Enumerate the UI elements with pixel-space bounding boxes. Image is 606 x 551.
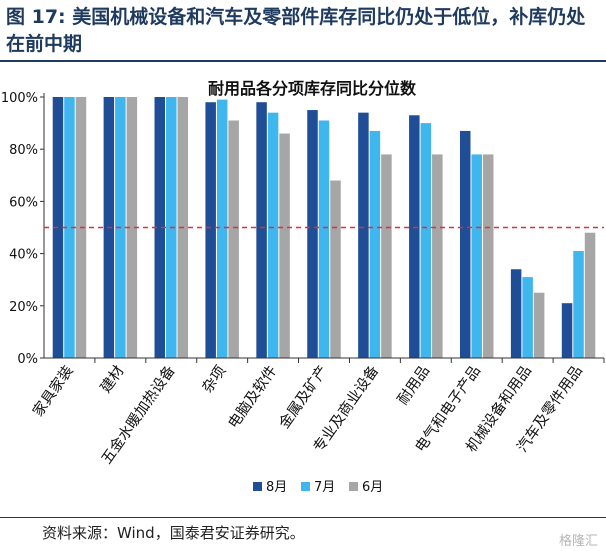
bar [126, 97, 138, 358]
bar [358, 112, 369, 358]
bar [318, 120, 330, 358]
bar [154, 97, 166, 358]
bar [205, 102, 216, 358]
bar [369, 130, 381, 358]
x-tick-label: 金属及矿产 [276, 363, 332, 432]
bottom-divider [0, 517, 606, 518]
y-tick-label: 60% [9, 195, 38, 210]
legend-swatch [301, 482, 310, 491]
x-tick-label: 家具家装 [30, 363, 77, 420]
y-axis: 0% 20% 40% 60% 80% 100% [1, 91, 45, 367]
legend-swatch [349, 482, 358, 491]
bar [381, 154, 392, 358]
y-tick-label: 0% [17, 352, 38, 367]
bar [279, 133, 290, 358]
y-tick-label: 20% [9, 300, 38, 315]
bar [432, 154, 443, 358]
legend-label: 6月 [362, 480, 383, 495]
figure-title: 图 17: 美国机械设备和汽车及零部件库存同比仍处于低位，补库仍处在前中期 [6, 6, 586, 55]
bar [267, 112, 279, 358]
bar [471, 154, 482, 358]
bar [330, 180, 341, 358]
bar [522, 277, 533, 358]
y-tick-label: 40% [9, 248, 38, 263]
x-tick-label: 耐用品 [394, 363, 433, 408]
bar [561, 303, 573, 358]
bar [573, 250, 584, 358]
bar [510, 269, 522, 358]
legend-label: 7月 [314, 480, 335, 495]
source-note: 资料来源：Wind，国泰君安证券研究。 [42, 524, 305, 542]
bar-chart: 耐用品各分项库存同比分位数 0% 20% 40% 60% 80% 100% 家具家装 建材五… [1, 79, 605, 495]
bar [64, 97, 75, 358]
legend-swatch [253, 482, 262, 491]
bar [459, 130, 471, 358]
legend: 8月 7月 6月 [253, 480, 383, 495]
bar [228, 120, 239, 358]
x-tick-label: 建材 [97, 363, 128, 397]
x-tick-label: 电脑及软件 [225, 363, 281, 432]
y-tick-label: 80% [9, 143, 38, 158]
x-tick-label: 杂项 [199, 363, 230, 397]
bar [533, 292, 545, 358]
watermark: 格隆汇 [558, 534, 598, 549]
bar [307, 110, 318, 358]
title-divider [0, 60, 606, 62]
legend-label: 8月 [266, 480, 287, 495]
bar [409, 115, 420, 358]
bar [584, 232, 596, 358]
bar [216, 99, 228, 359]
chart-title: 耐用品各分项库存同比分位数 [208, 79, 417, 98]
bar [420, 123, 432, 358]
bar [256, 102, 267, 358]
bar [482, 154, 494, 358]
y-tick-label: 100% [1, 91, 38, 106]
